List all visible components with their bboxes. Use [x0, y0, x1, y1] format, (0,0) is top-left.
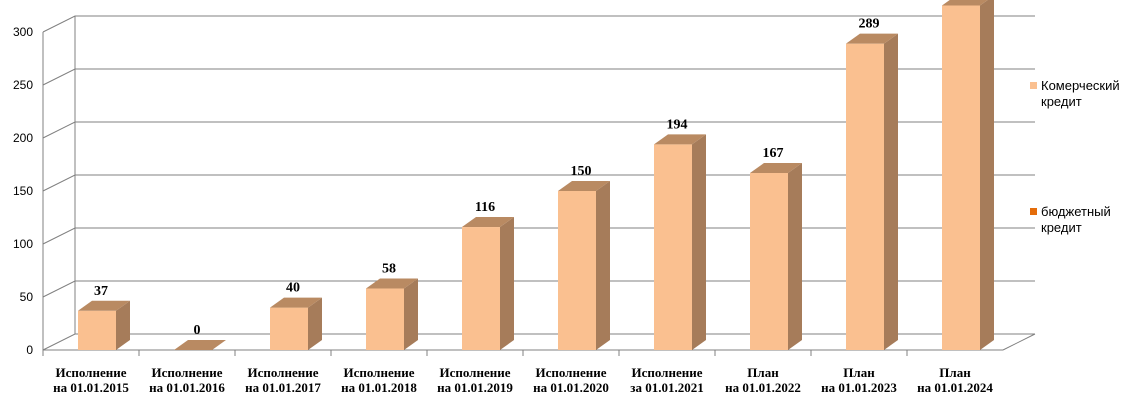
bar — [462, 217, 514, 350]
y-tick-label: 250 — [13, 78, 33, 92]
bar-side — [884, 33, 898, 350]
bar — [78, 300, 130, 350]
bar-front — [750, 172, 788, 350]
data-label: 40 — [286, 281, 300, 296]
gridline — [42, 15, 1035, 33]
data-label: 289 — [859, 17, 880, 32]
bar-front — [462, 227, 500, 350]
bar-top — [366, 278, 418, 289]
data-label: 37 — [94, 284, 108, 299]
y-tick-label: 0 — [26, 343, 33, 357]
data-label: 0 — [194, 323, 201, 338]
category-label: План на 01.01.2024 — [917, 365, 993, 395]
legend-label: бюджетный — [1041, 204, 1111, 219]
bar — [654, 134, 706, 350]
y-tick-label: 50 — [20, 290, 34, 304]
bar-front — [78, 310, 116, 350]
y-tick-label: 100 — [13, 237, 33, 251]
data-label: 116 — [475, 200, 495, 215]
y-tick-label: 150 — [13, 184, 33, 198]
data-label: 167 — [763, 146, 784, 161]
bar — [558, 181, 610, 350]
legend-swatch — [1030, 208, 1037, 215]
category-label: Исполнение на 01.01.2016 — [149, 365, 225, 395]
y-axis-ticks: 0 50 100 150 200 250 300 — [13, 25, 33, 357]
bar-side — [404, 278, 418, 350]
data-label: 194 — [667, 117, 688, 132]
data-labels: 3704058116150194167289325 — [94, 17, 880, 338]
bar-front — [654, 144, 692, 350]
data-label: 150 — [571, 164, 592, 179]
category-label: Исполнение на 01.01.2020 — [533, 365, 609, 395]
bar — [174, 340, 226, 350]
category-label: Исполнение на 01.01.2018 — [341, 365, 417, 395]
bar — [270, 297, 322, 350]
bar — [750, 162, 802, 350]
bar-side — [116, 300, 130, 350]
bar-top — [750, 162, 802, 173]
bar-side — [500, 217, 514, 350]
bar-top — [846, 33, 898, 44]
bar-front — [942, 5, 980, 350]
bar-side — [308, 297, 322, 350]
category-labels: Исполнение на 01.01.2015 Исполнение на 01.0… — [42, 350, 993, 395]
category-label: План на 01.01.2023 — [821, 365, 897, 395]
bar-front — [846, 43, 884, 350]
bars — [78, 0, 994, 350]
bar — [366, 278, 418, 350]
category-label: Исполнение на 01.01.2015 — [53, 365, 129, 395]
category-label: Исполнение на 01.01.2019 — [437, 365, 513, 395]
bar-side — [980, 0, 994, 350]
y-tick-label: 200 — [13, 131, 33, 145]
bar-top — [558, 181, 610, 191]
bar-top — [942, 0, 988, 6]
bar-top — [462, 217, 514, 228]
bar-front — [558, 191, 596, 350]
bar — [846, 33, 898, 350]
bar-top — [174, 340, 226, 350]
bar-side — [692, 134, 706, 350]
category-label: План на 01.01.2022 — [725, 365, 801, 395]
bar-top — [654, 134, 706, 145]
floor-right-edge — [1002, 333, 1036, 351]
bar — [942, 0, 994, 350]
bar-side — [788, 162, 802, 350]
grid-layer — [42, 15, 1036, 351]
bar-top — [78, 300, 130, 311]
category-label: Исполнение на 01.01.2017 — [245, 365, 321, 395]
y-tick-label: 300 — [13, 25, 33, 39]
category-label: Исполнение за 01.01.2021 — [630, 365, 703, 395]
legend-swatch — [1030, 82, 1037, 89]
data-label: 58 — [382, 262, 396, 277]
legend-label: кредит — [1041, 94, 1082, 109]
bar-front — [366, 288, 404, 350]
bar-top — [270, 297, 322, 308]
legend-label: кредит — [1041, 220, 1082, 235]
legend-label: Комерческий — [1041, 78, 1120, 93]
bar-front — [270, 307, 308, 350]
bar-side — [596, 181, 610, 350]
